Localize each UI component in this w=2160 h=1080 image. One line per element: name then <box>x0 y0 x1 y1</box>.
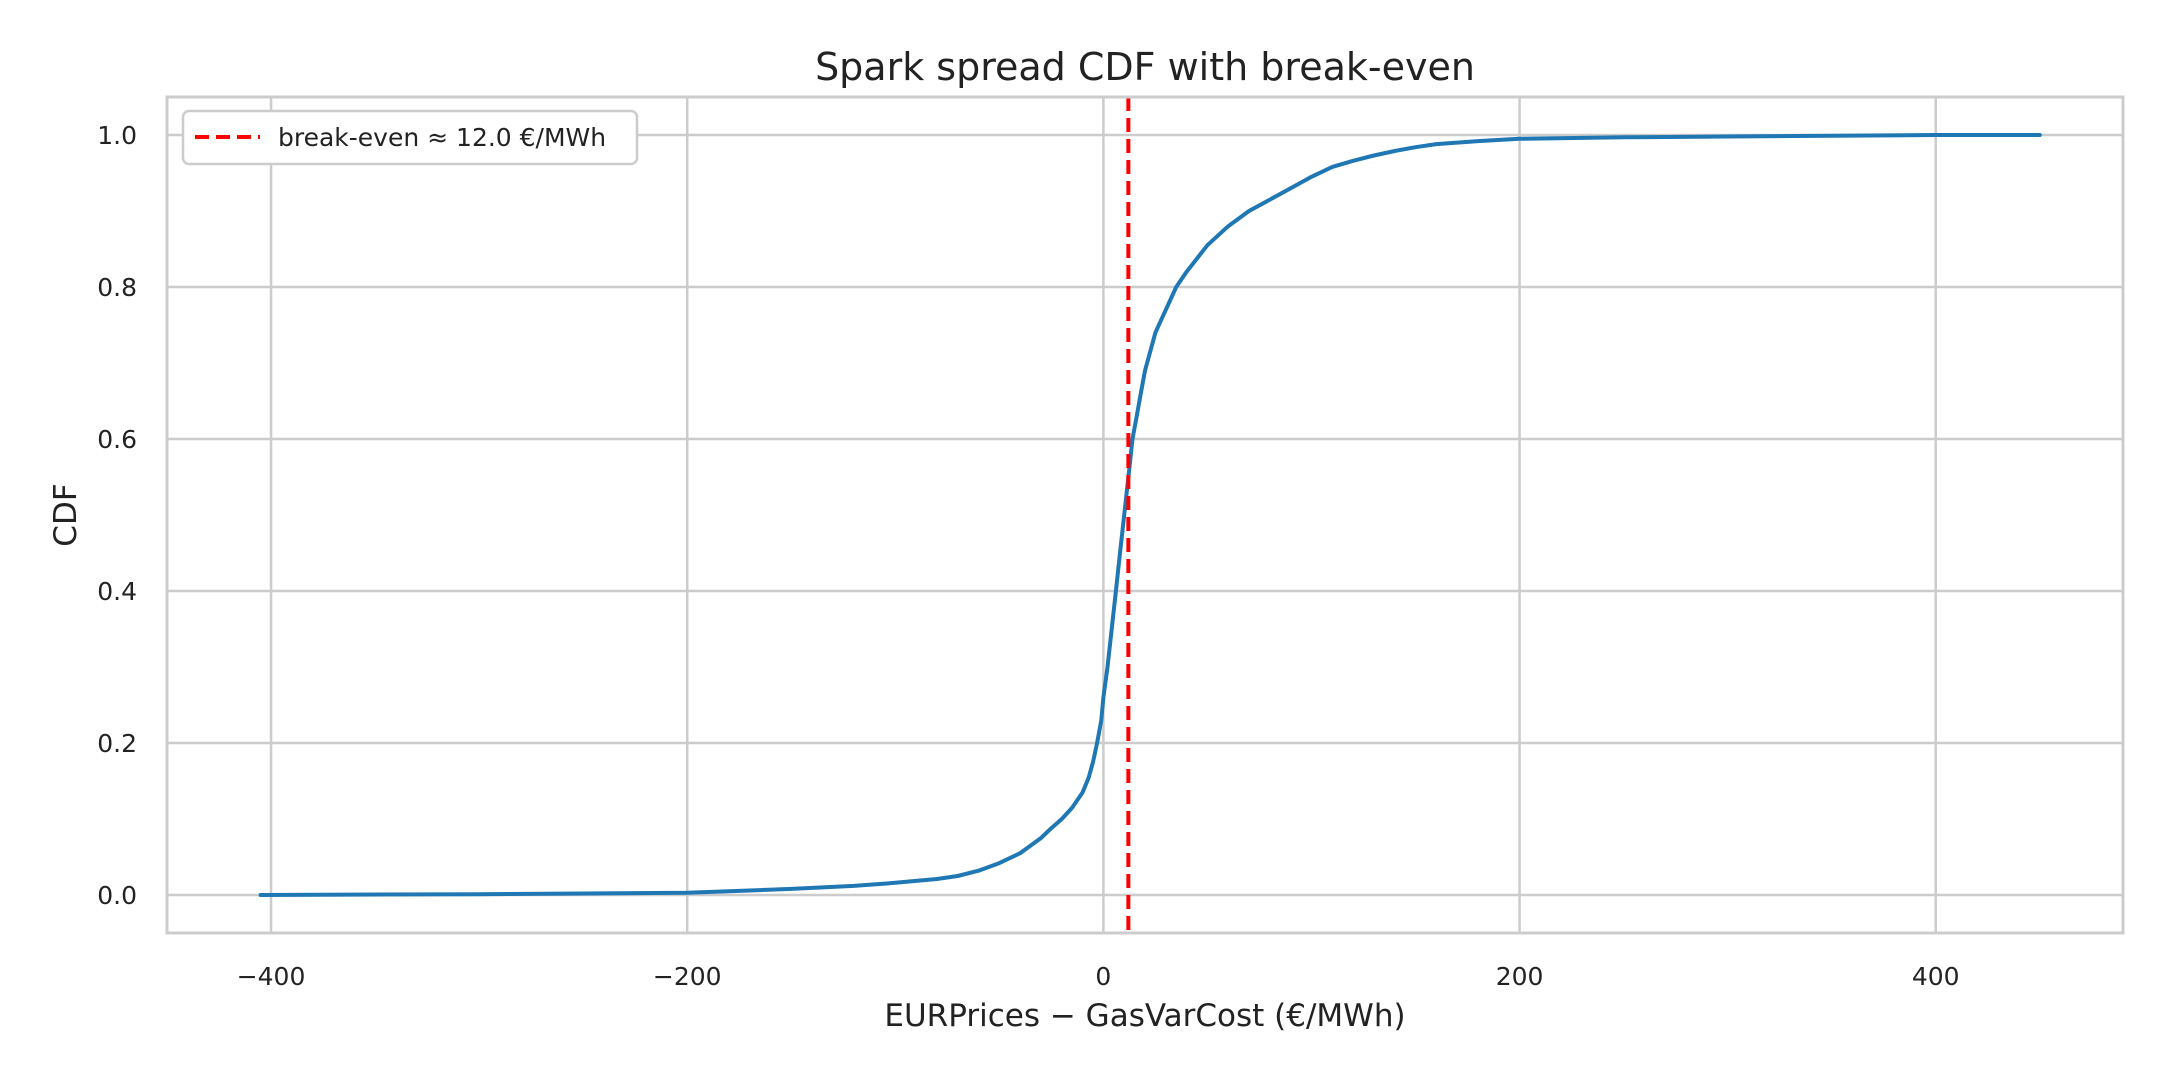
y-tick-label: 0.8 <box>97 273 137 302</box>
x-tick-label: −400 <box>237 962 306 991</box>
legend-label-break-even: break-even ≈ 12.0 €/MWh <box>278 123 606 152</box>
y-tick-label: 0.2 <box>97 729 137 758</box>
x-axis-label: EURPrices − GasVarCost (€/MWh) <box>884 998 1405 1034</box>
chart-title: Spark spread CDF with break-even <box>815 45 1475 89</box>
x-tick-label: −200 <box>653 962 722 991</box>
y-tick-label: 0.4 <box>97 577 137 606</box>
y-tick-label: 0.0 <box>97 881 137 910</box>
x-tick-label: 200 <box>1496 962 1544 991</box>
legend-box <box>181 109 639 166</box>
y-tick-label: 1.0 <box>97 121 137 150</box>
x-tick-label: 0 <box>1095 962 1111 991</box>
y-axis-label: CDF <box>48 483 84 546</box>
x-tick-label: 400 <box>1912 962 1960 991</box>
y-tick-label: 0.6 <box>97 425 137 454</box>
legend: break-even ≈ 12.0 €/MWh <box>181 109 639 166</box>
cdf-series-line <box>258 133 2042 897</box>
plot-frame <box>165 95 2125 935</box>
